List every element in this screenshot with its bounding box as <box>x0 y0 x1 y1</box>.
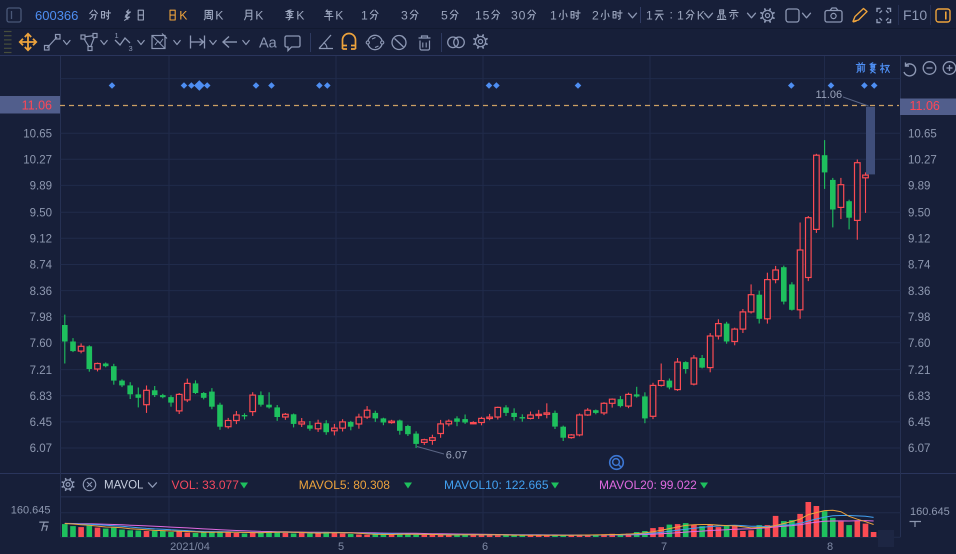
svg-text::: : <box>670 8 673 22</box>
svg-text:K: K <box>215 9 223 23</box>
svg-text:10.65: 10.65 <box>23 128 52 140</box>
svg-text:2021/04: 2021/04 <box>170 541 210 553</box>
svg-text:3: 3 <box>511 9 518 23</box>
svg-text:5: 5 <box>441 9 448 23</box>
svg-text:7.21: 7.21 <box>30 365 52 377</box>
svg-text:2: 2 <box>592 9 599 23</box>
svg-text:3: 3 <box>401 9 408 23</box>
svg-text:9.89: 9.89 <box>30 181 52 193</box>
svg-text:K: K <box>697 9 705 23</box>
svg-text:F10: F10 <box>903 7 927 23</box>
svg-text:7.60: 7.60 <box>30 338 52 350</box>
svg-text:VOL: 33.077: VOL: 33.077 <box>172 478 240 492</box>
svg-text:6.83: 6.83 <box>30 391 52 403</box>
svg-text:6.45: 6.45 <box>908 417 930 429</box>
svg-text:160.645: 160.645 <box>11 505 51 517</box>
svg-text:160.645: 160.645 <box>910 506 950 518</box>
svg-text:MAVOL20: 99.022: MAVOL20: 99.022 <box>599 478 697 492</box>
svg-text:MAVOL10: 122.665: MAVOL10: 122.665 <box>444 478 549 492</box>
svg-text:8.36: 8.36 <box>908 286 930 298</box>
svg-text:1: 1 <box>361 9 368 23</box>
svg-text:0: 0 <box>519 9 526 23</box>
svg-text:6: 6 <box>482 541 488 553</box>
svg-text:7: 7 <box>661 541 667 553</box>
svg-text:K: K <box>335 9 343 23</box>
svg-text:1: 1 <box>475 9 482 23</box>
svg-text:8.74: 8.74 <box>908 260 931 272</box>
svg-text:9.12: 9.12 <box>30 234 52 246</box>
svg-text:10.65: 10.65 <box>908 128 937 140</box>
svg-text:7.98: 7.98 <box>908 312 930 324</box>
svg-text:1: 1 <box>115 31 119 40</box>
svg-text:3: 3 <box>129 44 133 53</box>
svg-text:1: 1 <box>646 9 653 23</box>
svg-text:8.74: 8.74 <box>30 260 53 272</box>
svg-text:6.07: 6.07 <box>30 443 52 455</box>
svg-text:9.50: 9.50 <box>908 207 930 219</box>
svg-text:K: K <box>296 9 304 23</box>
svg-text:9.50: 9.50 <box>30 207 52 219</box>
svg-text:5: 5 <box>483 9 490 23</box>
svg-text:6.07: 6.07 <box>908 443 930 455</box>
svg-text:7.98: 7.98 <box>30 312 52 324</box>
svg-text:6.07: 6.07 <box>446 450 467 462</box>
svg-text:11.06: 11.06 <box>22 99 52 113</box>
svg-text:7.60: 7.60 <box>908 338 930 350</box>
svg-text:1: 1 <box>677 9 684 23</box>
svg-text:9.89: 9.89 <box>908 181 930 193</box>
svg-text:Aa: Aa <box>259 36 278 52</box>
svg-text:9.12: 9.12 <box>908 234 930 246</box>
svg-text:10.27: 10.27 <box>23 155 52 167</box>
svg-text:7.21: 7.21 <box>908 365 930 377</box>
svg-text:6.45: 6.45 <box>30 417 52 429</box>
svg-text:1: 1 <box>550 9 557 23</box>
svg-text:11.06: 11.06 <box>910 99 940 113</box>
svg-text:10.27: 10.27 <box>908 155 937 167</box>
svg-text:MAVOL5: 80.308: MAVOL5: 80.308 <box>299 478 390 492</box>
svg-text:MAVOL: MAVOL <box>104 480 144 492</box>
svg-text:11.06: 11.06 <box>815 89 842 101</box>
svg-text:5: 5 <box>338 541 344 553</box>
svg-text:8: 8 <box>827 541 833 553</box>
svg-text:K: K <box>255 9 263 23</box>
svg-text:8.36: 8.36 <box>30 286 52 298</box>
svg-text:K: K <box>179 9 187 23</box>
svg-text:6.83: 6.83 <box>908 391 930 403</box>
svg-text:600366: 600366 <box>35 8 78 23</box>
